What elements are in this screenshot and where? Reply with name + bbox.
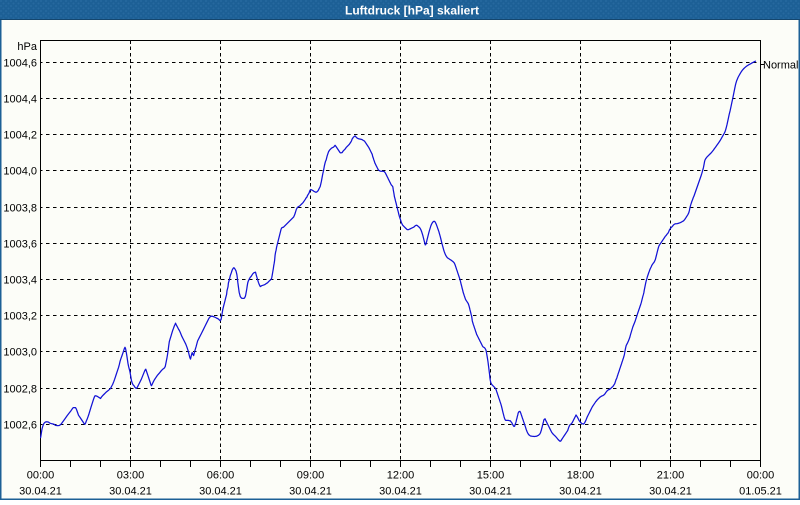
svg-text:00:00: 00:00 <box>27 470 55 482</box>
svg-text:1003,4: 1003,4 <box>3 275 37 287</box>
svg-text:00:00: 00:00 <box>747 470 775 482</box>
svg-text:hPa: hPa <box>17 41 37 53</box>
svg-text:30.04.21: 30.04.21 <box>199 486 242 498</box>
svg-text:30.04.21: 30.04.21 <box>649 486 692 498</box>
svg-text:Normal: Normal <box>763 60 798 72</box>
svg-text:1003,0: 1003,0 <box>3 347 37 359</box>
svg-text:30.04.21: 30.04.21 <box>559 486 602 498</box>
svg-text:Luftdruck [hPa] skaliert: Luftdruck [hPa] skaliert <box>345 4 479 18</box>
svg-text:06:00: 06:00 <box>207 470 235 482</box>
svg-text:18:00: 18:00 <box>567 470 595 482</box>
svg-text:03:00: 03:00 <box>117 470 145 482</box>
svg-text:30.04.21: 30.04.21 <box>109 486 152 498</box>
svg-text:1004,0: 1004,0 <box>3 166 37 178</box>
svg-text:12:00: 12:00 <box>387 470 415 482</box>
svg-text:15:00: 15:00 <box>477 470 505 482</box>
svg-text:30.04.21: 30.04.21 <box>469 486 512 498</box>
svg-text:30.04.21: 30.04.21 <box>289 486 332 498</box>
svg-text:01.05.21: 01.05.21 <box>739 486 782 498</box>
svg-text:1002,6: 1002,6 <box>3 420 37 432</box>
svg-text:30.04.21: 30.04.21 <box>379 486 422 498</box>
svg-text:1004,2: 1004,2 <box>3 130 37 142</box>
svg-text:1003,2: 1003,2 <box>3 311 37 323</box>
svg-text:1004,6: 1004,6 <box>3 58 37 70</box>
svg-text:1004,4: 1004,4 <box>3 94 37 106</box>
svg-text:21:00: 21:00 <box>657 470 685 482</box>
svg-text:1003,6: 1003,6 <box>3 239 37 251</box>
svg-text:30.04.21: 30.04.21 <box>19 486 62 498</box>
svg-text:09:00: 09:00 <box>297 470 325 482</box>
svg-text:1002,8: 1002,8 <box>3 384 37 396</box>
svg-text:1003,8: 1003,8 <box>3 203 37 215</box>
